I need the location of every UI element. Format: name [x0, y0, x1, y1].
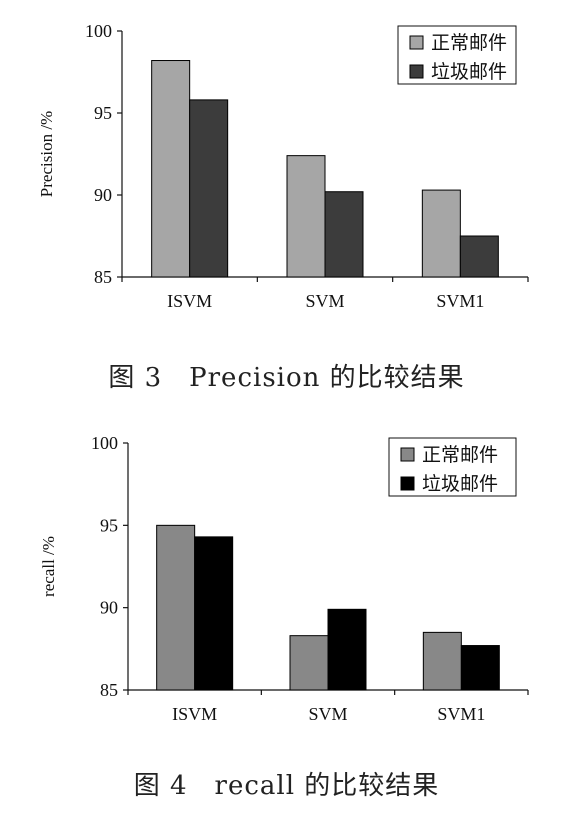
y-tick-label: 85: [100, 680, 118, 700]
legend-swatch: [409, 64, 424, 79]
recall-chart: 85 90 95 100 ISVM SVM SVM1 recall /% 正常邮件垃圾邮件: [0, 412, 573, 742]
bar-svm-series-0: [286, 155, 326, 278]
y-tick-label: 90: [94, 185, 112, 205]
x-category-label: SVM: [305, 291, 344, 311]
bar-svm1-series-1: [459, 235, 499, 278]
bar-svm1-series-0: [421, 189, 461, 278]
legend-label: 正常邮件: [431, 32, 507, 54]
legend-label: 正常邮件: [422, 444, 498, 466]
recall-chart-caption: 图 4 recall 的比较结果: [133, 771, 440, 801]
y-tick-label: 95: [94, 103, 112, 123]
bar-isvm-series-0: [151, 60, 191, 278]
y-tick-label: 95: [100, 515, 118, 535]
x-category-label: SVM1: [437, 704, 485, 724]
x-category-label: ISVM: [167, 291, 212, 311]
bar-svm1-series-0: [422, 631, 462, 691]
bar-svm-series-1: [327, 608, 367, 691]
legend-label: 垃圾邮件: [422, 473, 498, 495]
bar-svm-series-0: [289, 635, 329, 691]
precision-chart-caption: 图 3 Precision 的比较结果: [108, 363, 465, 393]
bar-isvm-series-1: [194, 536, 234, 691]
bar-isvm-series-0: [156, 524, 196, 691]
bar-isvm-series-1: [189, 99, 229, 278]
y-tick-label: 100: [85, 21, 112, 41]
x-category-label: ISVM: [172, 704, 217, 724]
y-axis-label: Precision /%: [37, 111, 56, 197]
y-tick-label: 100: [91, 433, 118, 453]
bar-svm1-series-1: [460, 645, 500, 691]
legend-swatch: [400, 476, 415, 491]
y-axis-label: recall /%: [39, 536, 58, 597]
legend-swatch: [400, 447, 415, 462]
x-category-label: SVM1: [436, 291, 484, 311]
y-tick-label: 85: [94, 267, 112, 287]
y-tick-label: 90: [100, 598, 118, 618]
legend-swatch: [409, 35, 424, 50]
precision-chart: 85 90 95 100 ISVM SVM SVM1 Precision /% 正常邮件垃圾邮件: [0, 0, 573, 330]
x-category-label: SVM: [308, 704, 347, 724]
legend-label: 垃圾邮件: [431, 61, 507, 83]
bar-svm-series-1: [324, 191, 364, 278]
